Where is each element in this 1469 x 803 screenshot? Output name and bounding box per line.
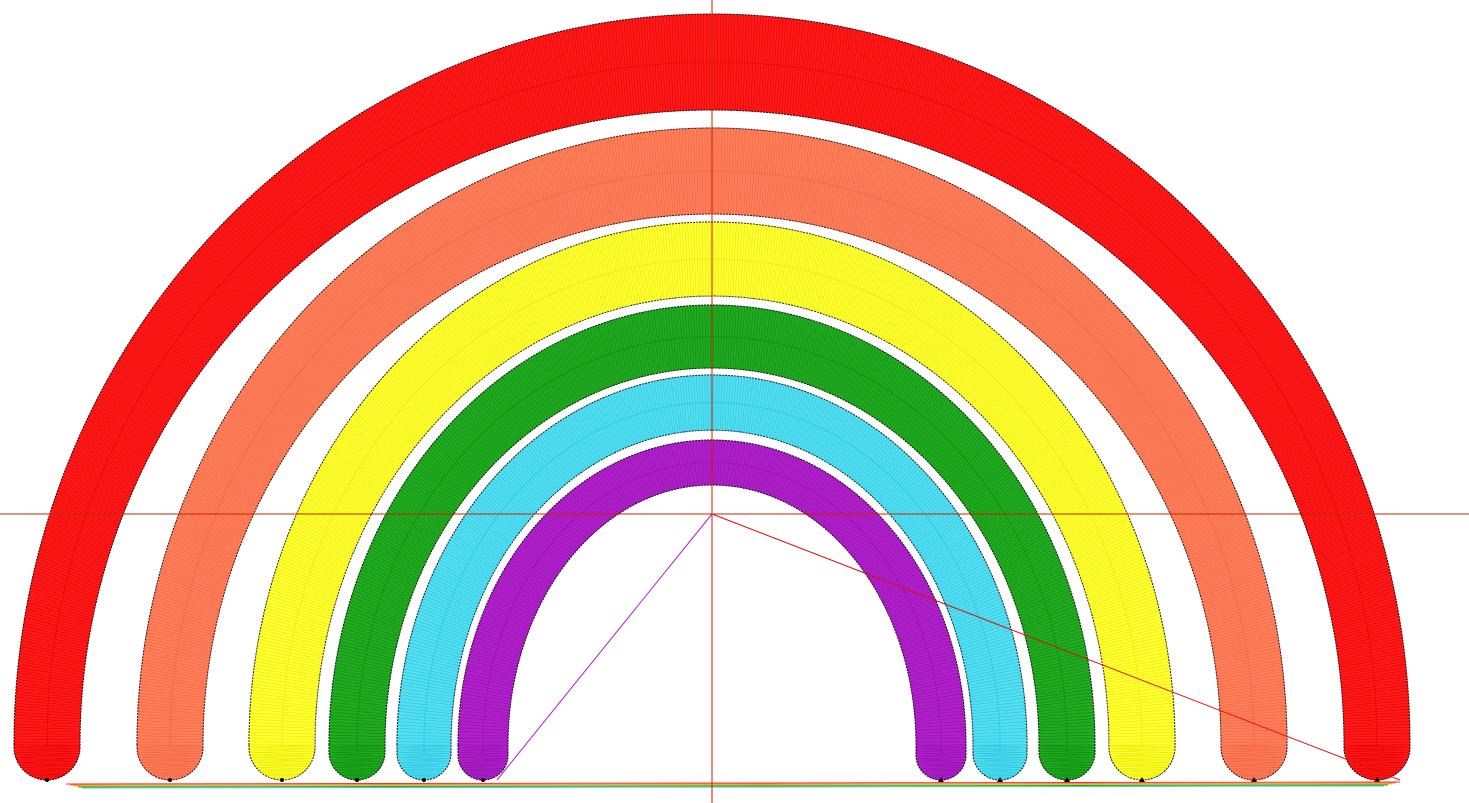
jump-stitch [73,783,1393,787]
jump-stitch [496,513,713,781]
rainbow-bands [13,13,1411,782]
stitch-guides [65,513,1401,789]
stitch-marker [168,778,172,782]
stitch-marker [997,777,1003,782]
jump-stitch [69,782,1397,786]
stitch-marker [1139,777,1145,782]
jump-stitch [77,784,1389,788]
stitch-marker [1064,777,1070,782]
stitch-marker [1251,777,1257,782]
stitch-marker [280,778,284,782]
stitch-marker [422,778,426,782]
jump-stitch [81,785,1385,789]
stitch-marker [1374,777,1380,782]
stitch-marker [355,778,359,782]
jump-stitch [711,513,1401,781]
stitch-marker [938,777,944,782]
stitch-marker [481,778,485,782]
jump-stitch [65,781,1401,785]
stitch-marker [45,778,49,782]
